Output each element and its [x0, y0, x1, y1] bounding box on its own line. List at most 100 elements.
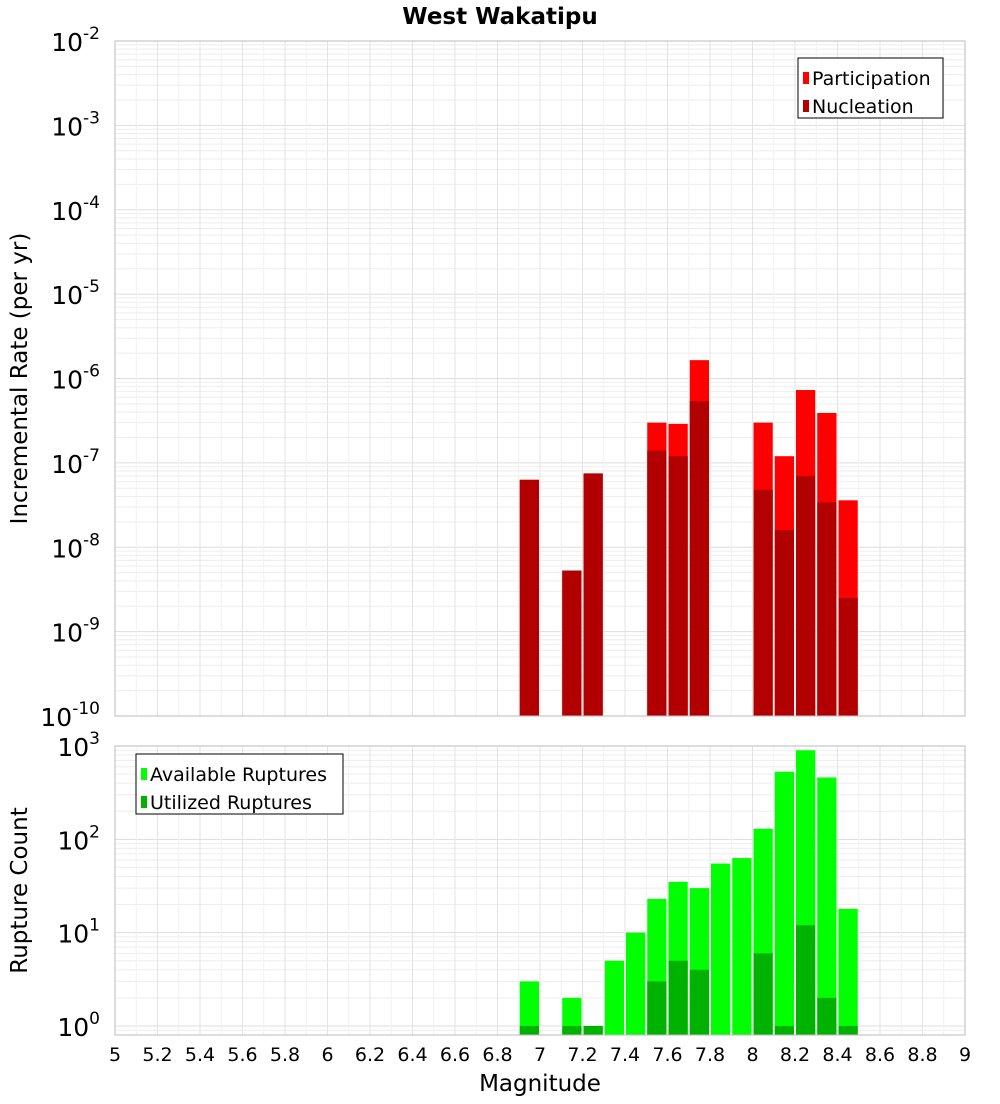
bar-nucleation	[753, 489, 773, 716]
y-axis-label: Incremental Rate (per yr)	[7, 233, 33, 525]
y-tick-label: 100	[57, 1009, 100, 1042]
bar-utilized-ruptures	[562, 1025, 582, 1035]
y-tick-exponent: 0	[89, 1009, 100, 1029]
y-tick-base: 10	[51, 450, 83, 479]
y-tick-base: 10	[57, 1013, 89, 1042]
bar-utilized-ruptures	[796, 925, 816, 1035]
y-tick-exponent: -2	[83, 24, 100, 44]
rate-panel: 10-1010-910-810-710-610-510-410-310-2Inc…	[7, 24, 966, 732]
x-tick-label: 7.4	[610, 1044, 640, 1066]
legend-label: Utilized Ruptures	[150, 792, 312, 814]
y-tick-label: 101	[57, 916, 100, 949]
y-tick-base: 10	[51, 619, 83, 648]
y-tick-base: 10	[51, 197, 83, 226]
y-tick-exponent: -7	[83, 446, 100, 466]
chart-title: West Wakatipu	[402, 4, 597, 30]
y-tick-label: 10-5	[51, 277, 100, 310]
y-tick-base: 10	[51, 281, 83, 310]
legend-label: Participation	[812, 68, 931, 90]
bar-nucleation	[817, 502, 837, 716]
bar-nucleation	[583, 473, 603, 716]
y-tick-base: 10	[57, 826, 89, 855]
x-tick-label: 5.8	[270, 1044, 300, 1066]
x-tick-label: 5.4	[185, 1044, 215, 1066]
legend-box	[135, 753, 344, 815]
legend-box	[797, 57, 944, 119]
x-tick-label: 7.8	[695, 1044, 725, 1066]
legend-swatch	[803, 72, 809, 84]
x-tick-label: 5.6	[227, 1044, 257, 1066]
x-tick-label: 6.2	[355, 1044, 385, 1066]
x-tick-label: 8	[746, 1044, 758, 1066]
bar-nucleation	[668, 456, 688, 716]
y-tick-base: 10	[51, 366, 83, 395]
legend-label: Nucleation	[812, 96, 914, 118]
bar-available-ruptures	[838, 908, 858, 1035]
y-tick-label: 10-3	[51, 108, 100, 141]
legend: Available Ruptures Utilized Ruptures	[135, 753, 344, 815]
y-tick-label: 10-8	[51, 530, 100, 563]
y-tick-base: 10	[51, 28, 83, 57]
y-tick-exponent: -8	[83, 530, 100, 550]
x-axis-label: Magnitude	[479, 1071, 601, 1097]
y-tick-base: 10	[40, 703, 72, 732]
y-tick-exponent: 3	[89, 729, 100, 749]
y-tick-label: 10-10	[40, 699, 100, 732]
y-tick-base: 10	[51, 534, 83, 563]
x-tick-label: 5	[109, 1044, 121, 1066]
legend-swatch	[803, 100, 809, 112]
bar-available-ruptures	[711, 863, 731, 1035]
bar-utilized-ruptures	[583, 1025, 603, 1035]
y-tick-label: 102	[57, 822, 100, 855]
bar-nucleation	[689, 401, 709, 716]
x-tick-label: 8.2	[780, 1044, 810, 1066]
bar-nucleation	[647, 450, 667, 716]
bar-utilized-ruptures	[519, 1025, 539, 1035]
bar-available-ruptures	[519, 981, 539, 1035]
bar-nucleation	[838, 598, 858, 716]
y-tick-exponent: -5	[83, 277, 100, 297]
y-tick-base: 10	[51, 112, 83, 141]
bar-utilized-ruptures	[647, 981, 667, 1035]
y-tick-label: 10-6	[51, 362, 100, 395]
bar-available-ruptures	[774, 771, 794, 1035]
bar-available-ruptures	[732, 858, 752, 1035]
bar-utilized-ruptures	[838, 1025, 858, 1035]
bar-available-ruptures	[626, 932, 646, 1035]
legend: Participation Nucleation	[797, 57, 944, 119]
y-tick-base: 10	[57, 920, 89, 949]
y-tick-base: 10	[57, 733, 89, 762]
legend-label: Available Ruptures	[150, 764, 327, 786]
bar-utilized-ruptures	[817, 997, 837, 1035]
y-tick-exponent: -3	[83, 108, 100, 128]
y-tick-exponent: 2	[89, 822, 100, 842]
plot-frame	[114, 745, 966, 1036]
y-tick-label: 10-2	[51, 24, 100, 57]
plot-frame	[114, 40, 966, 717]
x-tick-label: 7	[534, 1044, 546, 1066]
x-tick-label: 6	[321, 1044, 333, 1066]
bar-available-ruptures	[817, 777, 837, 1035]
bar-nucleation	[562, 570, 582, 716]
legend-swatch	[141, 768, 147, 780]
bar-nucleation	[519, 479, 539, 716]
x-tick-label: 8.4	[822, 1044, 852, 1066]
y-tick-exponent: -4	[83, 193, 100, 213]
y-tick-exponent: -6	[83, 362, 100, 382]
y-tick-label: 10-9	[51, 615, 100, 648]
x-tick-label: 8.8	[907, 1044, 937, 1066]
bar-nucleation	[774, 530, 794, 716]
bar-utilized-ruptures	[689, 969, 709, 1035]
bar-utilized-ruptures	[774, 1025, 794, 1035]
bar-available-ruptures	[604, 960, 624, 1035]
y-tick-label: 10-4	[51, 193, 100, 226]
x-tick-label: 5.2	[142, 1044, 172, 1066]
bar-nucleation	[796, 475, 816, 716]
x-tick-label: 8.6	[865, 1044, 895, 1066]
y-tick-label: 10-7	[51, 446, 100, 479]
x-tick-label: 7.2	[567, 1044, 597, 1066]
bar-utilized-ruptures	[753, 953, 773, 1035]
